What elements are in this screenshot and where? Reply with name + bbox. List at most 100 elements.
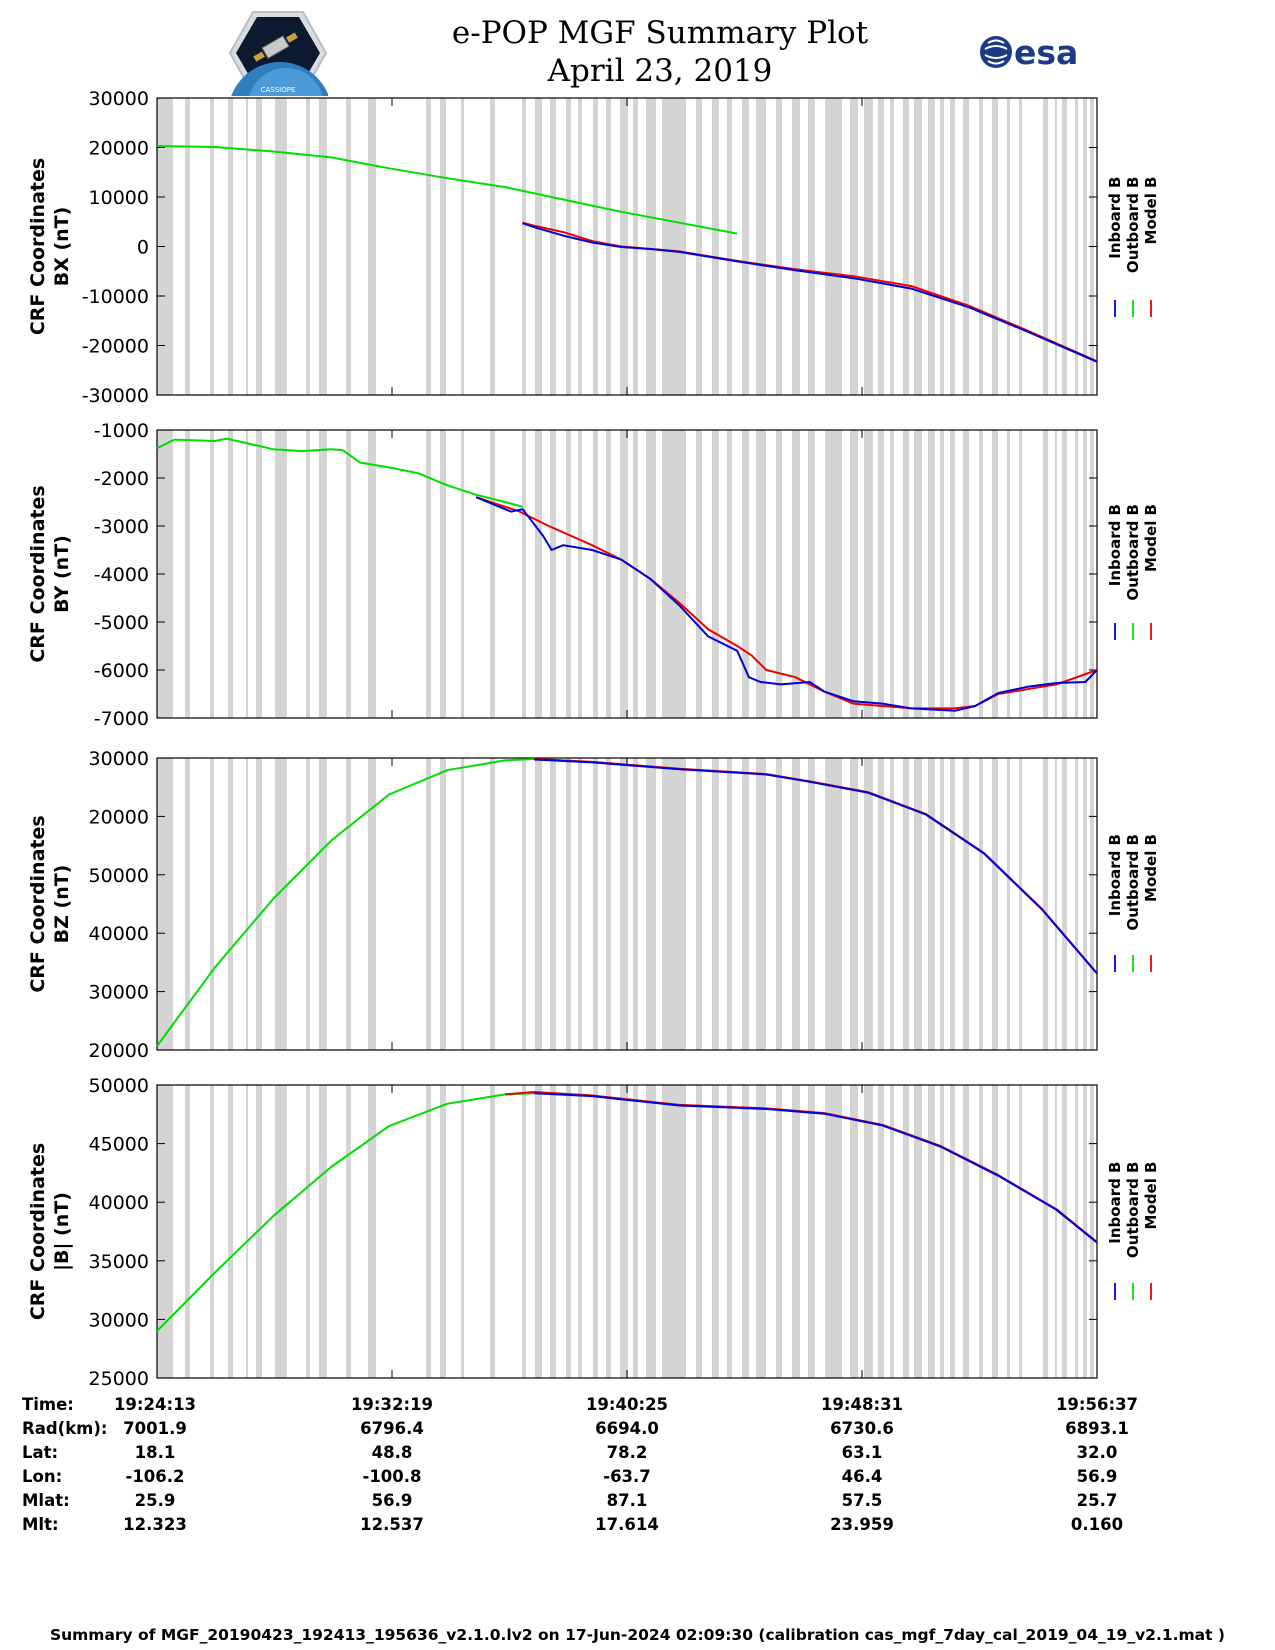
series-line-outboard-b — [156, 437, 523, 508]
series-line-outboard-b — [156, 1092, 535, 1332]
gap-band — [903, 1085, 909, 1378]
gap-band — [1083, 98, 1087, 395]
info-row-label: Mlt: — [22, 1515, 59, 1534]
info-cell: 6694.0 — [595, 1419, 659, 1438]
y-tick-label: -30000 — [82, 385, 149, 407]
gap-band — [646, 430, 656, 718]
gap-band — [890, 98, 894, 395]
info-cell: 23.959 — [830, 1515, 894, 1534]
gap-band — [566, 98, 571, 395]
gap-band — [228, 430, 233, 718]
gap-band — [185, 1085, 190, 1378]
gap-band — [593, 1085, 598, 1378]
gap-band — [461, 758, 464, 1050]
gap-band — [306, 98, 310, 395]
gap-band — [157, 1085, 173, 1378]
gap-band — [1007, 98, 1010, 395]
y-tick-label: 30000 — [89, 982, 149, 1004]
info-row-label: Time: — [22, 1395, 74, 1414]
gap-band — [776, 1085, 782, 1378]
gap-band — [256, 430, 262, 718]
y-axis-label: BZ (nT) — [51, 865, 73, 944]
gap-band — [1062, 430, 1067, 718]
gap-band — [1075, 1085, 1078, 1378]
gap-band — [346, 758, 351, 1050]
gap-band — [950, 98, 955, 395]
gap-band — [662, 430, 686, 718]
gap-band — [727, 430, 732, 718]
gap-band — [1007, 430, 1010, 718]
gap-band — [712, 430, 719, 718]
info-cell: 7001.9 — [123, 1419, 187, 1438]
gap-band — [550, 430, 556, 718]
info-cell: 56.9 — [1077, 1467, 1118, 1486]
gap-band — [992, 98, 998, 395]
gap-band — [940, 430, 944, 718]
gap-band — [756, 430, 766, 718]
gap-band — [593, 758, 598, 1050]
gap-band — [1043, 1085, 1048, 1378]
gap-band — [776, 430, 782, 718]
plot-panel-2: -1000 -2000 -3000 -4000 -5000 -6000 -7000 CRF C… — [27, 420, 1160, 730]
gap-band — [319, 98, 327, 395]
info-table: Time: Rad(km): Lat: Lon: Mlat: Mlt: 19:24:13 70… — [22, 1395, 1138, 1534]
footer-text: Summary of MGF_20190423_192413_195636_v2… — [49, 1626, 1226, 1644]
info-cell: 12.537 — [360, 1515, 424, 1534]
series-line-inboard-b — [534, 1092, 1098, 1244]
gap-band — [712, 98, 719, 395]
gap-band — [850, 1085, 858, 1378]
legend-label: Outboard B — [1124, 1162, 1142, 1259]
y-tick-label: -3000 — [94, 516, 149, 538]
info-cell: 63.1 — [842, 1443, 883, 1462]
gap-band — [1019, 1085, 1022, 1378]
gap-band — [620, 758, 628, 1050]
gap-band — [593, 98, 598, 395]
gap-band — [275, 758, 287, 1050]
gap-band — [1043, 98, 1048, 395]
gap-band — [808, 1085, 815, 1378]
gap-band — [940, 98, 944, 395]
gap-band — [950, 1085, 955, 1378]
gap-band — [727, 1085, 732, 1378]
gap-band — [1019, 758, 1022, 1050]
gap-band — [825, 430, 842, 718]
gap-band — [914, 1085, 922, 1378]
gap-band — [646, 98, 656, 395]
series-line-outboard-b — [156, 145, 738, 235]
y-axis-label: |B| (nT) — [51, 1192, 73, 1271]
gap-band — [256, 98, 262, 395]
gap-band — [878, 758, 884, 1050]
gap-band — [1062, 758, 1067, 1050]
gap-band — [792, 430, 800, 718]
info-cell: 25.7 — [1077, 1491, 1118, 1510]
gap-band — [633, 98, 638, 395]
info-cell: 87.1 — [607, 1491, 648, 1510]
info-cell: 0.160 — [1071, 1515, 1123, 1534]
gap-band — [185, 98, 190, 395]
gap-band — [522, 430, 526, 718]
y-tick-label: 20000 — [89, 806, 149, 828]
info-cell: 56.9 — [372, 1491, 413, 1510]
legend-label: Inboard B — [1106, 834, 1124, 916]
gap-band — [522, 98, 526, 395]
gap-band — [646, 1085, 656, 1378]
gap-band — [979, 430, 983, 718]
esa-logo-text: esa — [1014, 33, 1078, 72]
legend-label: Inboard B — [1106, 1162, 1124, 1244]
gap-band — [1090, 758, 1094, 1050]
gap-band — [228, 758, 233, 1050]
gap-band — [522, 758, 526, 1050]
gap-band — [756, 758, 766, 1050]
gap-band — [440, 430, 446, 718]
gap-band — [808, 430, 815, 718]
series-line-model-b — [534, 758, 1098, 974]
gap-band — [992, 430, 998, 718]
info-cell: 46.4 — [842, 1467, 883, 1486]
gap-band — [727, 98, 732, 395]
gap-band — [578, 98, 582, 395]
gap-band — [550, 1085, 556, 1378]
gap-band — [606, 430, 611, 718]
gap-band — [825, 1085, 842, 1378]
gap-band — [246, 758, 248, 1050]
gap-band — [633, 1085, 638, 1378]
